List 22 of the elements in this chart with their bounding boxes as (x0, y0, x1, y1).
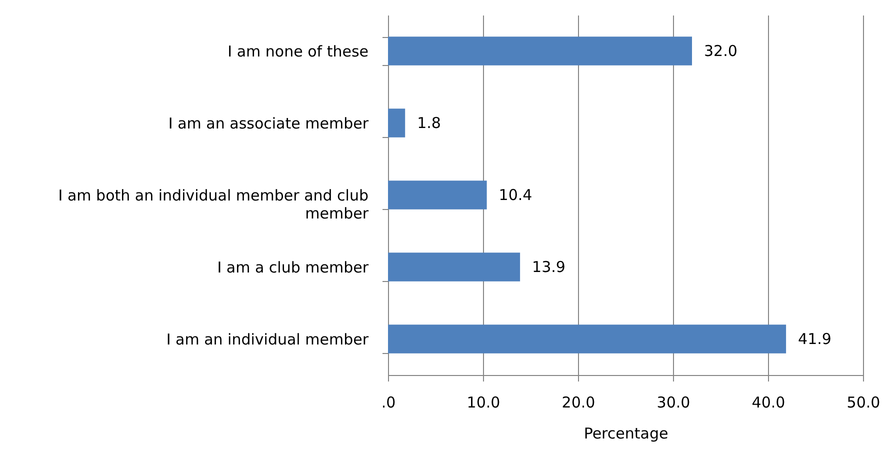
x-axis-title: Percentage (584, 424, 668, 442)
data-label: 1.8 (417, 114, 441, 132)
x-tick-label: 50.0 (846, 394, 880, 412)
bar (388, 324, 786, 354)
y-tick-label: I am an individual member (166, 330, 370, 348)
y-tick-label: I am an associate member (168, 114, 370, 132)
bar (388, 252, 520, 282)
y-tick-label: I am a club member (217, 258, 370, 276)
data-label: 13.9 (532, 258, 566, 276)
x-tick-label: 40.0 (752, 394, 786, 412)
data-label: 10.4 (498, 186, 532, 204)
bar (388, 36, 692, 66)
x-tick-label: 20.0 (562, 394, 596, 412)
x-tick-label: 10.0 (466, 394, 500, 412)
data-label: 41.9 (798, 330, 832, 348)
bar (388, 180, 487, 210)
bar (388, 108, 406, 138)
x-tick-label: 30.0 (656, 394, 690, 412)
x-tick-label: .0 (381, 394, 396, 412)
y-tick-label: I am both an individual member and club member (58, 186, 370, 222)
data-label: 32.0 (704, 42, 738, 60)
y-tick-label: I am none of these (228, 42, 368, 60)
